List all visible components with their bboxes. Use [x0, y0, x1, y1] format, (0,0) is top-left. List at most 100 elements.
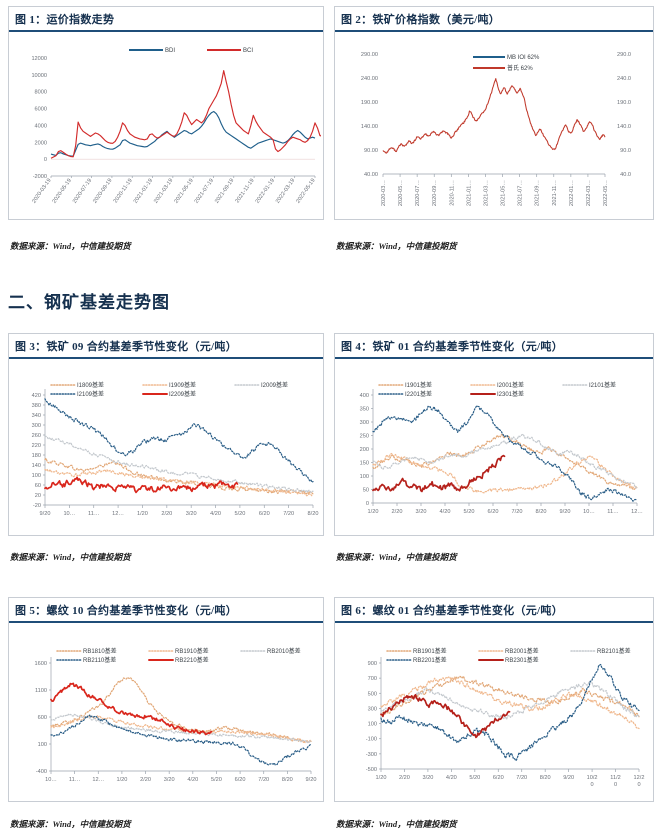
svg-text:5/20: 5/20 — [464, 509, 475, 515]
svg-text:2020-09…: 2020-09… — [432, 180, 438, 206]
svg-text:2021-09-19: 2021-09-19 — [214, 178, 235, 205]
svg-text:8/20: 8/20 — [308, 511, 319, 517]
svg-text:260: 260 — [32, 433, 41, 439]
figure-2-source: 数据来源：Wind，中信建投期货 — [336, 241, 457, 251]
svg-text:-2000: -2000 — [33, 174, 47, 180]
svg-text:40.00: 40.00 — [364, 172, 378, 178]
svg-text:90.00: 90.00 — [364, 148, 378, 154]
svg-text:2022-03…: 2022-03… — [586, 180, 592, 206]
svg-text:0: 0 — [637, 782, 640, 788]
svg-text:3/20: 3/20 — [422, 775, 433, 781]
svg-text:200: 200 — [360, 447, 369, 453]
figure-4-source: 数据来源：Wind，中信建投期货 — [336, 552, 457, 562]
figure-1-chart: 12000 10000 8000 6000 4000 2000 0 -2000 BDI BCI 20… — [31, 48, 321, 205]
figure-4-title: 图 4：铁矿 01 合约基差季节性变化（元/吨） — [335, 334, 653, 359]
svg-text:180: 180 — [32, 453, 41, 459]
svg-text:7/20: 7/20 — [283, 511, 294, 517]
figure-5-source: 数据来源：Wind，中信建投期货 — [10, 819, 131, 829]
svg-text:1600: 1600 — [35, 661, 47, 667]
svg-text:700: 700 — [368, 676, 377, 682]
svg-text:12/2: 12/2 — [634, 775, 645, 781]
svg-text:RB2201基差: RB2201基差 — [413, 656, 447, 664]
svg-text:3/20: 3/20 — [186, 511, 197, 517]
svg-text:500: 500 — [368, 691, 377, 697]
svg-text:3/20: 3/20 — [416, 509, 427, 515]
svg-text:12…: 12… — [112, 511, 124, 517]
svg-text:12…: 12… — [92, 777, 104, 783]
svg-text:11…: 11… — [607, 509, 618, 515]
svg-text:2022-01…: 2022-01… — [569, 180, 575, 206]
svg-text:100: 100 — [368, 722, 377, 728]
svg-text:RB2301基差: RB2301基差 — [505, 656, 539, 664]
svg-text:I2001基差: I2001基差 — [497, 381, 524, 389]
svg-text:300: 300 — [368, 706, 377, 712]
svg-text:9/20: 9/20 — [560, 509, 571, 515]
svg-text:2/20: 2/20 — [161, 511, 172, 517]
figure-5-title: 图 5：螺纹 10 合约基差季节性变化（元/吨） — [9, 598, 323, 623]
svg-text:300: 300 — [32, 423, 41, 429]
svg-text:-20: -20 — [33, 503, 41, 509]
svg-text:420: 420 — [32, 393, 41, 399]
figure-3-card: 图 3：铁矿 09 合约基差季节性变化（元/吨） -20 20 60 100 140 18… — [8, 333, 324, 536]
svg-text:6000: 6000 — [35, 107, 47, 113]
svg-text:10000: 10000 — [31, 73, 47, 79]
svg-text:普氏 62%: 普氏 62% — [507, 64, 533, 72]
svg-text:I1909基差: I1909基差 — [169, 381, 196, 389]
svg-text:-100: -100 — [366, 737, 377, 743]
svg-text:100: 100 — [360, 474, 369, 480]
svg-text:6/20: 6/20 — [235, 777, 246, 783]
svg-text:2021-03…: 2021-03… — [483, 180, 489, 206]
svg-text:4000: 4000 — [35, 123, 47, 129]
svg-text:400: 400 — [360, 393, 369, 399]
svg-text:100: 100 — [38, 742, 47, 748]
svg-text:150: 150 — [360, 461, 369, 467]
figure-4-card: 图 4：铁矿 01 合约基差季节性变化（元/吨） 0 50 100 150 200 250… — [334, 333, 654, 536]
svg-text:240.00: 240.00 — [361, 76, 378, 82]
svg-text:9/20: 9/20 — [563, 775, 574, 781]
svg-text:190.00: 190.00 — [361, 100, 378, 106]
figure-3-body: -20 20 60 100 140 180 220 260 300 340 380 420 I1809基… — [9, 359, 323, 539]
svg-text:6/20: 6/20 — [259, 511, 270, 517]
figure-6-body: -500 -300 -100 100 300 500 700 900 RB1901基差 RB200… — [335, 623, 653, 805]
figure-6-title: 图 6：螺纹 01 合约基差季节性变化（元/吨） — [335, 598, 653, 623]
svg-text:I2209基差: I2209基差 — [169, 390, 196, 398]
svg-text:RB1901基差: RB1901基差 — [413, 647, 447, 655]
svg-text:11…: 11… — [88, 511, 99, 517]
svg-text:-400: -400 — [36, 769, 47, 775]
svg-text:10/2: 10/2 — [587, 775, 598, 781]
svg-text:190.0: 190.0 — [617, 100, 631, 106]
svg-text:8/20: 8/20 — [540, 775, 551, 781]
svg-text:2020-07…: 2020-07… — [415, 180, 421, 206]
svg-text:2021-07…: 2021-07… — [518, 180, 524, 206]
figure-4-body: 0 50 100 150 200 250 300 350 400 I1901基差 I2001基差 I2… — [335, 359, 653, 539]
figure-1-body: 12000 10000 8000 6000 4000 2000 0 -2000 BDI BCI 20… — [9, 32, 323, 222]
svg-text:250: 250 — [360, 434, 369, 440]
figure-6-chart: -500 -300 -100 100 300 500 700 900 RB1901基差 RB200… — [366, 647, 645, 788]
svg-text:380: 380 — [32, 403, 41, 409]
figure-2-body: 40.00 40.0 90.00 90.0 140.00 140.0 190.00 190.0… — [335, 32, 653, 222]
svg-text:2022-05…: 2022-05… — [603, 180, 609, 206]
svg-text:60: 60 — [35, 483, 41, 489]
svg-text:2022-05-19: 2022-05-19 — [295, 178, 316, 205]
svg-text:10…: 10… — [583, 509, 595, 515]
svg-text:11…: 11… — [69, 777, 80, 783]
svg-text:900: 900 — [368, 661, 377, 667]
svg-text:4/20: 4/20 — [446, 775, 457, 781]
svg-text:I2301基差: I2301基差 — [497, 390, 524, 398]
svg-text:40.0: 40.0 — [620, 172, 631, 178]
svg-text:2020-11…: 2020-11… — [449, 180, 455, 206]
svg-text:100: 100 — [32, 473, 41, 479]
svg-text:20: 20 — [35, 493, 41, 499]
svg-text:-300: -300 — [366, 752, 377, 758]
svg-text:2020-09-19: 2020-09-19 — [92, 178, 113, 205]
svg-text:350: 350 — [360, 407, 369, 413]
svg-text:12…: 12… — [631, 509, 643, 515]
svg-text:BDI: BDI — [165, 48, 175, 54]
svg-text:RB2110基差: RB2110基差 — [83, 656, 116, 664]
svg-text:140.00: 140.00 — [361, 124, 378, 130]
svg-text:2021-11…: 2021-11… — [552, 180, 558, 206]
svg-text:10…: 10… — [45, 777, 57, 783]
figure-5-card: 图 5：螺纹 10 合约基差季节性变化（元/吨） -400 100 600 1100 1… — [8, 597, 324, 802]
svg-text:1100: 1100 — [35, 688, 47, 694]
svg-text:2020-03-19: 2020-03-19 — [31, 178, 52, 205]
